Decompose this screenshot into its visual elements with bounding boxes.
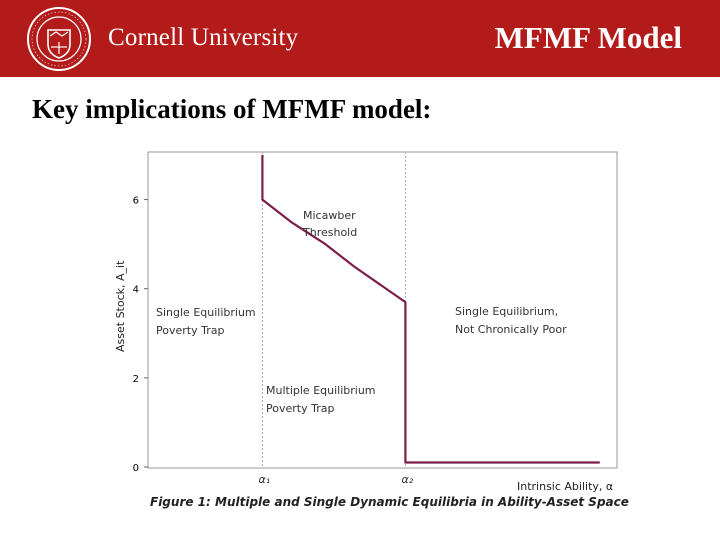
annotation-multiple-line2: Poverty Trap <box>266 402 334 415</box>
annotation-multiple-line1: Multiple Equilibrium <box>266 384 376 397</box>
x-axis-label: Intrinsic Ability, α <box>517 480 613 493</box>
slide-title: MFMF Model <box>494 20 682 55</box>
annotation-single-not-poor-line2: Not Chronically Poor <box>455 323 567 336</box>
x-marker-label: α₁ <box>259 473 271 486</box>
annotation-micawber: Micawber Threshold <box>302 209 359 239</box>
annotation-micawber-line2: Threshold <box>302 226 357 239</box>
y-tick-label: 4 <box>133 285 139 296</box>
y-tick-label: 2 <box>133 374 139 385</box>
y-tick-label: 6 <box>133 196 139 207</box>
annotation-single-poverty-line1: Single Equilibrium <box>156 306 256 319</box>
annotation-single-not-poor-line1: Single Equilibrium, <box>455 305 558 318</box>
y-tick-label: 0 <box>133 463 139 474</box>
university-wordmark: Cornell University <box>108 24 299 51</box>
micawber-threshold-line <box>261 155 600 464</box>
annotation-single-not-poor: Single Equilibrium, Not Chronically Poor <box>455 305 567 336</box>
annotation-micawber-line1: Micawber <box>303 209 356 222</box>
annotation-single-poverty: Single Equilibrium Poverty Trap <box>156 306 259 337</box>
figure-caption: Figure 1: Multiple and Single Dynamic Eq… <box>150 495 629 509</box>
x-marker-label: α₂ <box>402 473 414 486</box>
header-bar: Cornell University MFMF Model <box>0 0 720 77</box>
cornell-seal-icon <box>27 7 91 71</box>
plot-frame <box>147 151 618 469</box>
y-axis-label: Asset Stock, A_it <box>114 260 127 352</box>
slide-subheading: Key implications of MFMF model: <box>32 94 432 124</box>
plot-annotations: Micawber Threshold Single Equilibrium Po… <box>156 209 567 415</box>
annotation-single-poverty-line2: Poverty Trap <box>156 324 224 337</box>
annotation-multiple: Multiple Equilibrium Poverty Trap <box>266 384 379 415</box>
